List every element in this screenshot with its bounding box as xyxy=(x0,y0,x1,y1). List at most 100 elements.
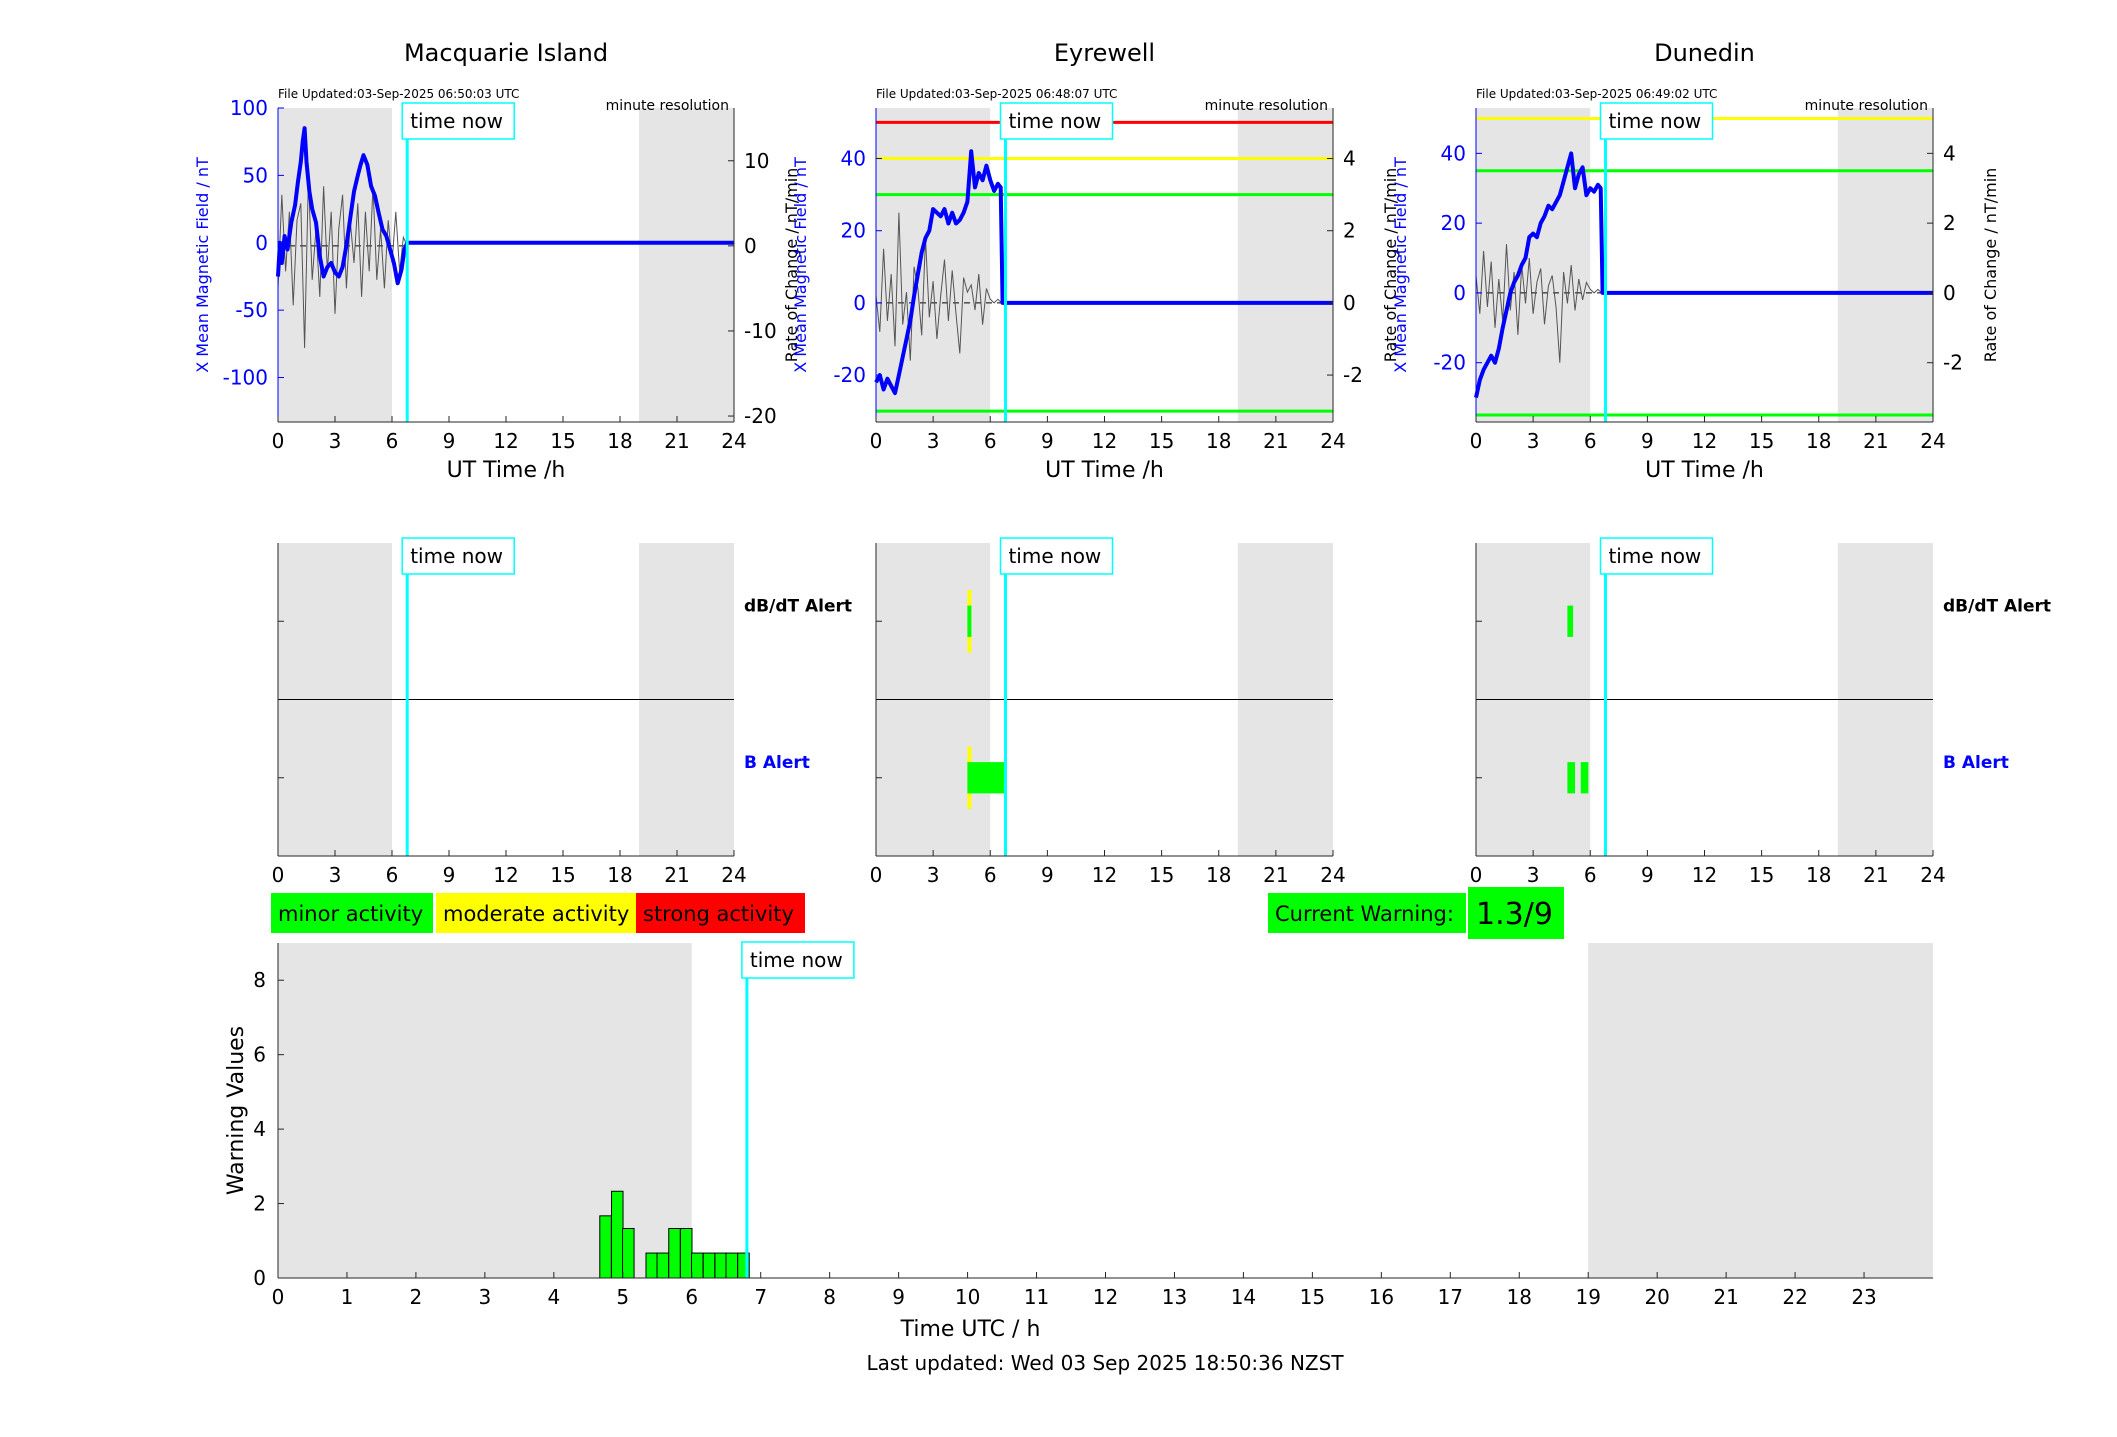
warning-ytick-label-2: 4 xyxy=(253,1117,266,1141)
legend-label-1: moderate activity xyxy=(443,902,629,926)
top-0-y2tick-label-0: -20 xyxy=(744,404,777,428)
top-2-ylabel: X Mean Magnetic Field / nT xyxy=(1391,157,1410,373)
alert-2-xtick-label-2: 6 xyxy=(1584,863,1597,887)
top-1-time-now-label: time now xyxy=(1008,109,1101,133)
top-1-xtick-label-0: 0 xyxy=(870,429,883,453)
warning-xtick-label-1: 1 xyxy=(341,1285,354,1309)
alert-0-xtick-label-1: 3 xyxy=(329,863,342,887)
alert-0-xtick-label-8: 24 xyxy=(721,863,746,887)
top-0-xtick-label-1: 3 xyxy=(329,429,342,453)
top-2-xtick-label-3: 9 xyxy=(1641,429,1654,453)
top-0-xtick-label-8: 24 xyxy=(721,429,746,453)
current-warning-value-box xyxy=(1468,887,1564,939)
top-0-xtick-label-7: 21 xyxy=(664,429,689,453)
alert-2-xtick-label-4: 12 xyxy=(1692,863,1717,887)
top-1-night-band-1 xyxy=(1237,108,1333,422)
alert-2-alert-bar-2 xyxy=(1580,762,1589,794)
top-1-xtick-label-6: 18 xyxy=(1206,429,1231,453)
warning-bar-10 xyxy=(725,1252,739,1279)
last-updated-text: Last updated: Wed 03 Sep 2025 18:50:36 N… xyxy=(866,1351,1344,1375)
top-1-ytick-label-1: 0 xyxy=(853,291,866,315)
warning-bar-6 xyxy=(679,1227,693,1279)
alert-0-xtick-label-7: 21 xyxy=(664,863,689,887)
top-2-ytick-label-0: -20 xyxy=(1433,351,1466,375)
warning-xlabel: Time UTC / h xyxy=(900,1317,1041,1342)
legend-label-0: minor activity xyxy=(278,902,423,926)
alert-1-time-now-label: time now xyxy=(1008,544,1101,568)
top-1-title: Eyrewell xyxy=(1054,39,1155,67)
top-1-xtick-label-2: 6 xyxy=(984,429,997,453)
top-0-xtick-label-5: 15 xyxy=(550,429,575,453)
alert-2-dbdt-alert-label: dB/dT Alert xyxy=(1943,596,2051,616)
warning-xtick-label-7: 7 xyxy=(754,1285,767,1309)
warning-bar-4 xyxy=(656,1252,670,1279)
top-1-field-series-line xyxy=(874,149,1333,396)
top-0-xtick-label-0: 0 xyxy=(272,429,285,453)
warning-xtick-label-12: 12 xyxy=(1093,1285,1118,1309)
top-2-ytick-label-2: 20 xyxy=(1441,211,1466,235)
alert-0-time-now-box xyxy=(401,537,515,575)
top-2-ytick-label-3: 40 xyxy=(1441,141,1466,165)
alert-2-alert-bar-0 xyxy=(1567,605,1574,637)
current-warning-box xyxy=(1268,893,1466,933)
alert-1-alert-bar-1 xyxy=(967,605,972,637)
warning-xtick-label-8: 8 xyxy=(823,1285,836,1309)
top-1-ytick-label-2: 20 xyxy=(841,219,866,243)
top-0-field-series-line xyxy=(276,126,734,286)
warning-xtick-label-2: 2 xyxy=(410,1285,423,1309)
top-1-y2tick-label-1: 0 xyxy=(1343,291,1356,315)
warning-xtick-label-14: 14 xyxy=(1231,1285,1256,1309)
top-0-y2tick-label-1: -10 xyxy=(744,319,777,343)
top-1-ylabel: X Mean Magnetic Field / nT xyxy=(791,157,810,373)
warning-xtick-label-3: 3 xyxy=(479,1285,492,1309)
alert-2-xtick-label-5: 15 xyxy=(1749,863,1774,887)
top-0-file-updated: File Updated:03-Sep-2025 06:50:03 UTC xyxy=(278,87,519,101)
top-1-y2label: Rate of Change / nT/min xyxy=(1381,168,1400,363)
top-0-ylabel: X Mean Magnetic Field / nT xyxy=(193,157,212,373)
top-0-ytick-label-3: 50 xyxy=(243,163,268,187)
top-2-xtick-label-6: 18 xyxy=(1806,429,1831,453)
alert-0-b-alert-label: B Alert xyxy=(744,753,810,773)
top-2-xtick-label-4: 12 xyxy=(1692,429,1717,453)
top-1-ytick-label-0: -20 xyxy=(833,363,866,387)
top-1-time-now-box xyxy=(999,102,1114,140)
top-1-xtick-label-4: 12 xyxy=(1092,429,1117,453)
current-warning-label: Current Warning: xyxy=(1275,902,1454,926)
alert-0-xtick-label-6: 18 xyxy=(607,863,632,887)
top-0-time-now-label: time now xyxy=(410,109,503,133)
top-1-xtick-label-7: 21 xyxy=(1263,429,1288,453)
alert-1-xtick-label-4: 12 xyxy=(1092,863,1117,887)
top-0-xtick-label-6: 18 xyxy=(607,429,632,453)
warning-bar-0 xyxy=(599,1215,612,1279)
top-0-y2tick-label-2: 0 xyxy=(744,234,757,258)
warning-time-now-box xyxy=(741,941,855,979)
warning-xtick-label-19: 19 xyxy=(1575,1285,1600,1309)
warning-xtick-label-5: 5 xyxy=(616,1285,629,1309)
top-2-y2tick-label-1: 0 xyxy=(1943,281,1956,305)
top-2-file-updated: File Updated:03-Sep-2025 06:49:02 UTC xyxy=(1476,87,1717,101)
top-2-xtick-label-5: 15 xyxy=(1749,429,1774,453)
warning-bar-8 xyxy=(702,1252,716,1279)
top-2-resolution: minute resolution xyxy=(1805,98,1928,114)
top-0-y2label: Rate of Change / nT/min xyxy=(782,168,801,363)
warning-xtick-label-23: 23 xyxy=(1851,1285,1876,1309)
top-2-time-now-label: time now xyxy=(1608,109,1701,133)
warning-ytick-label-1: 2 xyxy=(253,1192,266,1216)
top-1-xtick-label-8: 24 xyxy=(1320,429,1345,453)
top-0-xtick-label-4: 12 xyxy=(493,429,518,453)
warning-bar-5 xyxy=(668,1227,681,1279)
top-0-night-band-1 xyxy=(639,108,734,422)
top-2-xtick-label-0: 0 xyxy=(1470,429,1483,453)
top-2-xtick-label-1: 3 xyxy=(1527,429,1540,453)
alert-2-b-alert-label: B Alert xyxy=(1943,753,2009,773)
legend-swatch-2 xyxy=(636,893,805,933)
warning-xtick-label-20: 20 xyxy=(1644,1285,1669,1309)
top-0-ytick-label-1: -50 xyxy=(235,298,268,322)
legend-label-2: strong activity xyxy=(643,902,794,926)
top-1-ytick-label-3: 40 xyxy=(841,147,866,171)
top-0-xlabel: UT Time /h xyxy=(447,458,566,483)
warning-xtick-label-15: 15 xyxy=(1300,1285,1325,1309)
warning-xtick-label-18: 18 xyxy=(1507,1285,1532,1309)
warning-xtick-label-21: 21 xyxy=(1713,1285,1738,1309)
alert-0-time-now-label: time now xyxy=(410,544,503,568)
